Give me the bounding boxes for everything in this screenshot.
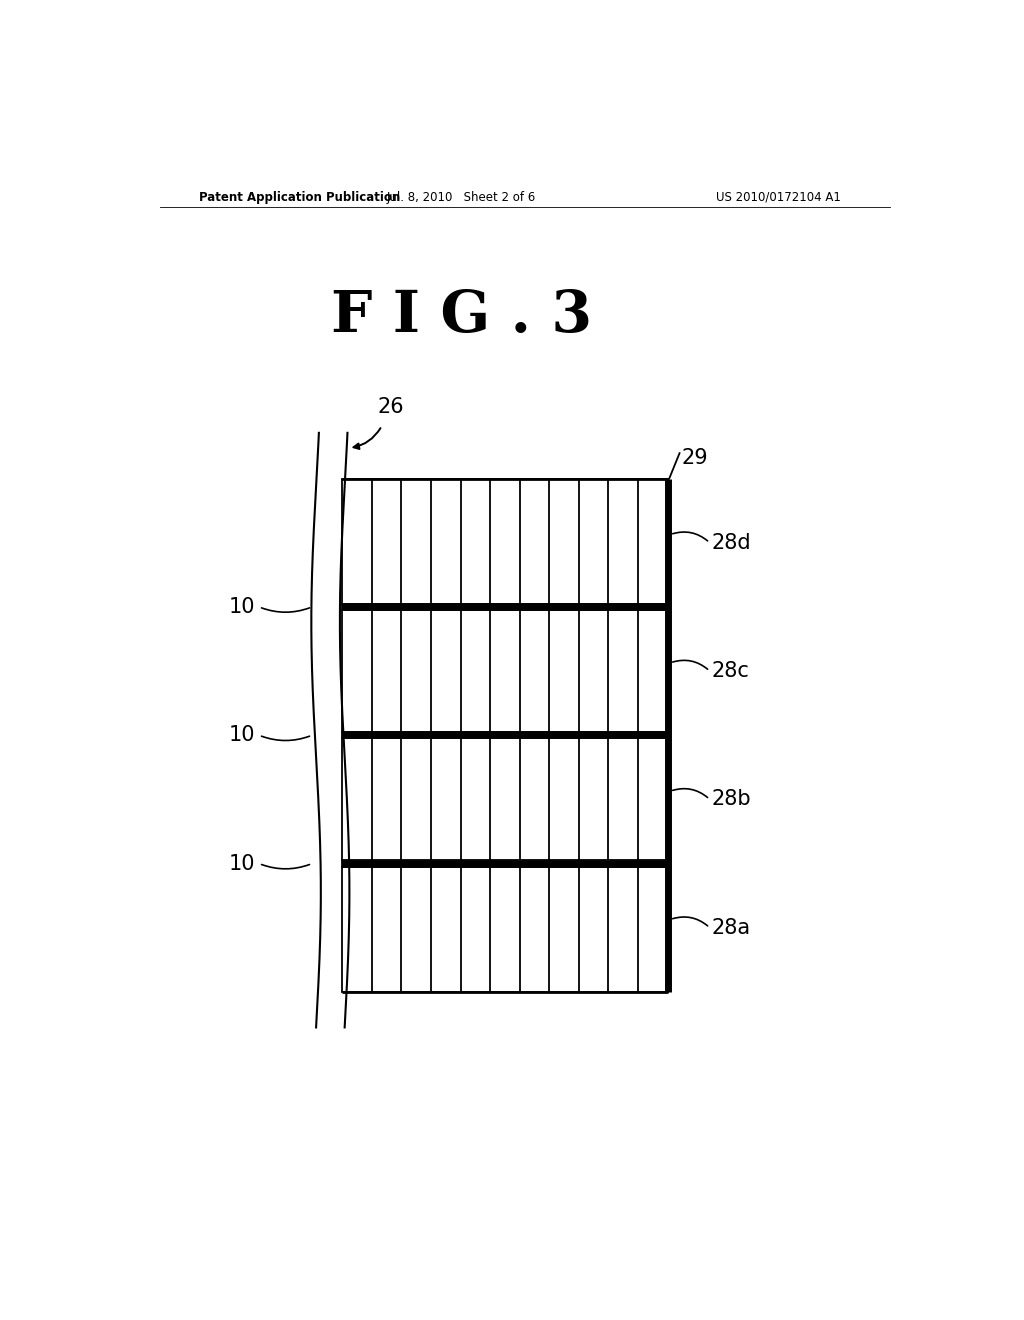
Text: US 2010/0172104 A1: US 2010/0172104 A1 xyxy=(717,190,841,203)
Text: F I G . 3: F I G . 3 xyxy=(331,288,592,345)
Text: 28a: 28a xyxy=(712,917,751,937)
Text: 29: 29 xyxy=(682,449,709,469)
Text: Jul. 8, 2010   Sheet 2 of 6: Jul. 8, 2010 Sheet 2 of 6 xyxy=(387,190,536,203)
Text: 26: 26 xyxy=(378,397,404,417)
Text: 28c: 28c xyxy=(712,661,750,681)
Text: 10: 10 xyxy=(228,725,255,746)
Text: 10: 10 xyxy=(228,597,255,616)
Text: 28b: 28b xyxy=(712,789,751,809)
Text: 28d: 28d xyxy=(712,533,751,553)
Text: 10: 10 xyxy=(228,854,255,874)
Text: Patent Application Publication: Patent Application Publication xyxy=(200,190,400,203)
